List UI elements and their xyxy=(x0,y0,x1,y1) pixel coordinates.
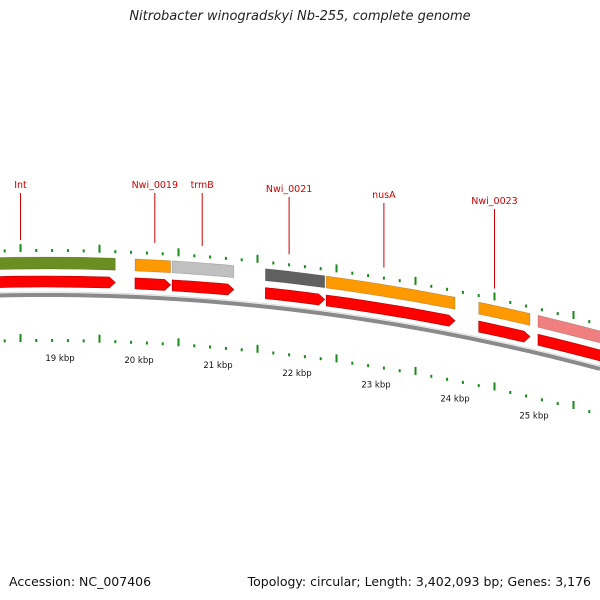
cds-arrow xyxy=(325,294,456,327)
cds-arrow xyxy=(265,287,326,306)
position-label: 25 kbp xyxy=(519,411,548,421)
inner-tick-row xyxy=(3,334,591,414)
position-label: 21 kbp xyxy=(203,361,232,371)
gene-label: Int xyxy=(14,180,27,191)
outer-tick-row xyxy=(3,244,591,324)
gene-label: trmB xyxy=(191,180,214,191)
cds-arrow xyxy=(171,279,235,296)
position-label: 22 kbp xyxy=(282,369,311,379)
map-title: Nitrobacter winogradskyi Nb-255, complet… xyxy=(129,9,471,24)
annotated-feature-block xyxy=(325,275,456,310)
cds-arrow xyxy=(134,277,172,291)
annotated-feature-block xyxy=(478,301,531,326)
cds-arrow xyxy=(537,333,600,362)
position-label: 20 kbp xyxy=(124,356,153,366)
annotated-feature-track xyxy=(0,256,600,344)
gene-label: Nwi_0021 xyxy=(266,184,312,195)
cds-feature-track xyxy=(0,275,600,362)
position-label: 19 kbp xyxy=(45,354,74,364)
annotated-feature-block xyxy=(134,258,171,274)
accession-label: Accession: NC_007406 xyxy=(9,574,152,589)
gene-label: Nwi_0019 xyxy=(132,180,178,191)
annotated-feature-block xyxy=(265,268,325,289)
backbone-highlight xyxy=(0,291,600,367)
cds-arrow xyxy=(0,275,116,289)
annotated-feature-block xyxy=(537,314,600,344)
gene-label: Nwi_0023 xyxy=(471,196,517,207)
backbone-line xyxy=(0,293,600,371)
gene-label-layer: Int Nwi_0019 trmB Nwi_0021 nusA Nwi_0023 xyxy=(14,180,518,289)
annotated-feature-block xyxy=(171,260,235,278)
cds-arrow xyxy=(478,320,531,343)
gene-label: nusA xyxy=(372,190,396,201)
genome-backbone xyxy=(0,291,600,371)
annotated-feature-block xyxy=(0,256,116,271)
genome-summary-label: Topology: circular; Length: 3,402,093 bp… xyxy=(247,574,591,589)
position-label: 24 kbp xyxy=(440,394,469,404)
position-label-row: 19 kbp 20 kbp 21 kbp 22 kbp 23 kbp 24 kbp 25 k… xyxy=(45,354,548,421)
position-label: 23 kbp xyxy=(361,380,390,390)
